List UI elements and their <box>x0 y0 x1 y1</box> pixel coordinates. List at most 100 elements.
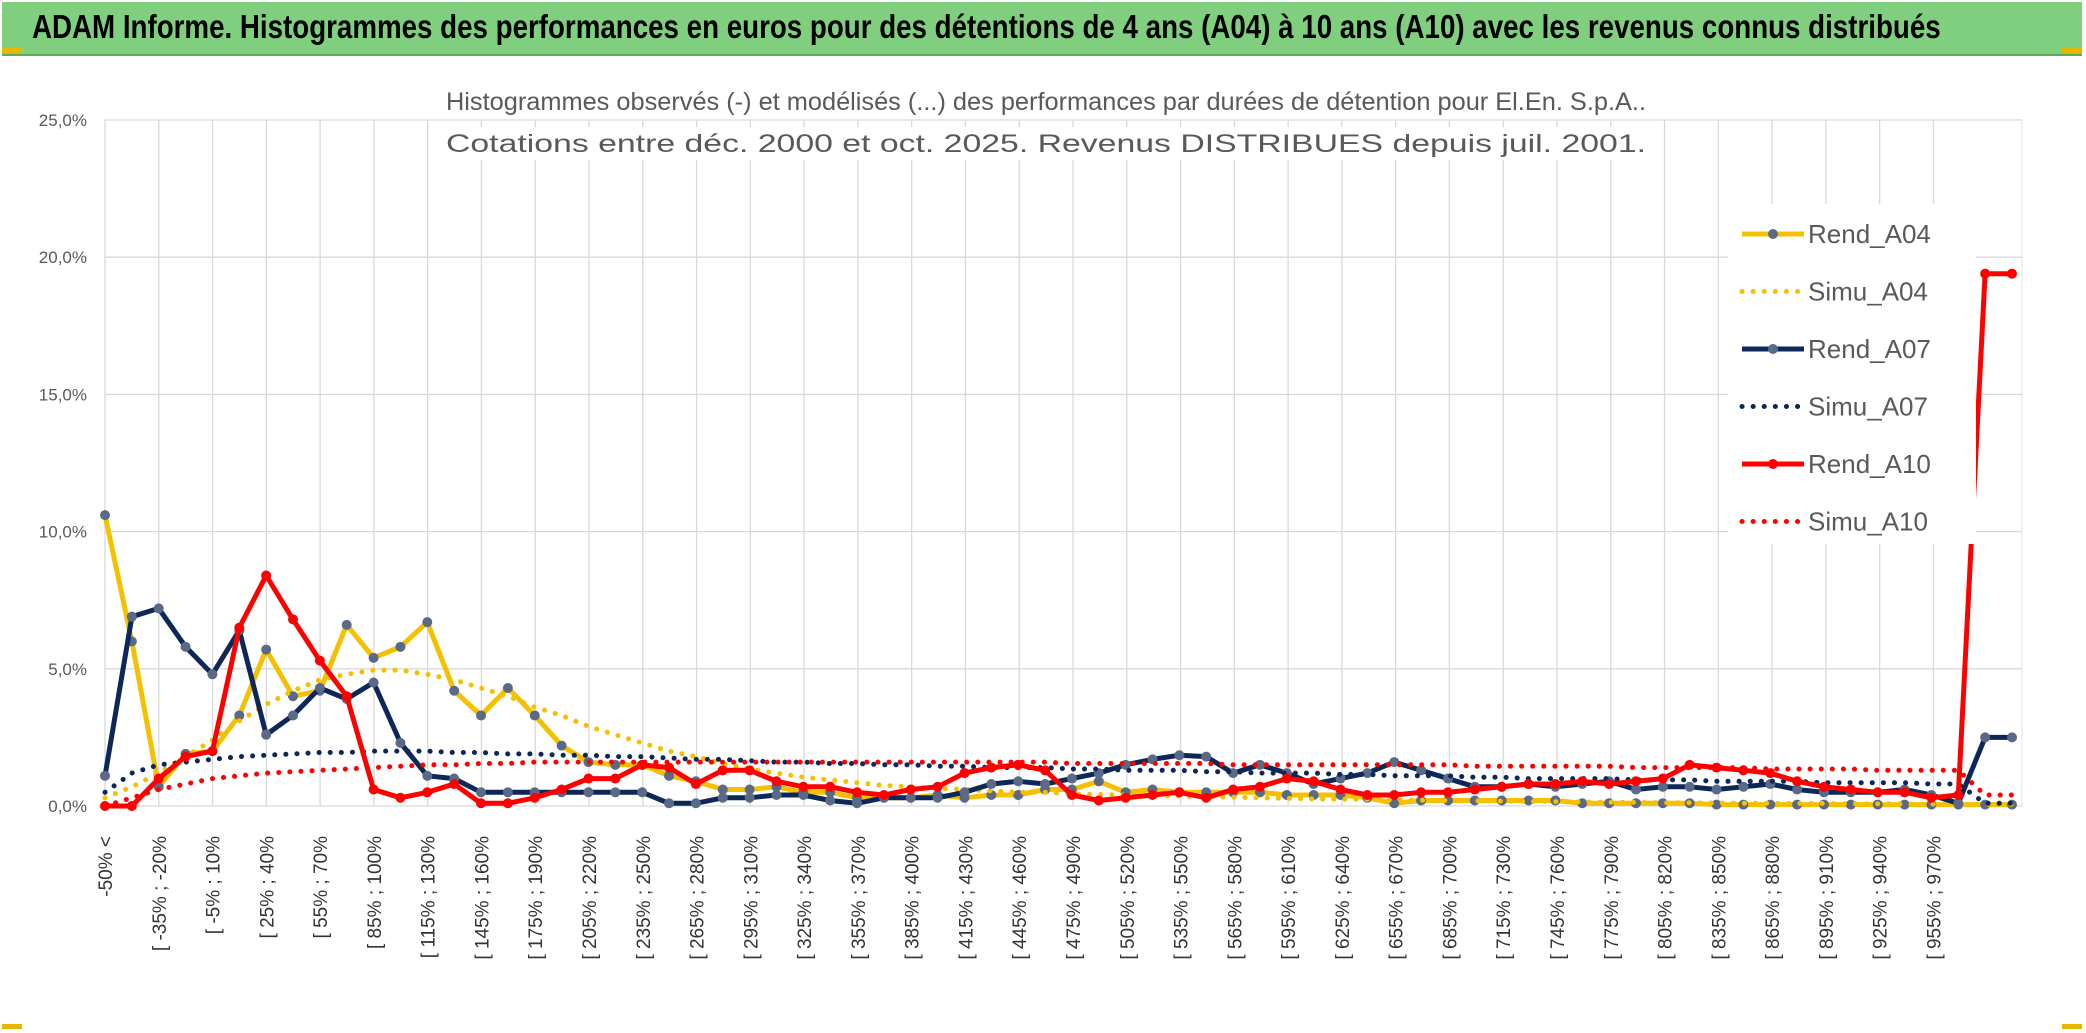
corner-marker <box>2 1024 22 1029</box>
rend-a10-point <box>1899 787 1910 798</box>
rend-a10-point <box>1953 790 1964 801</box>
legend-label-simu-a04: Simu_A04 <box>1808 277 1928 307</box>
rend-a10-point <box>153 773 164 784</box>
rend-a10-point <box>1845 784 1856 795</box>
simu-a04-line <box>102 667 2015 807</box>
x-tick-label: [ 325% ; 340% <box>795 836 816 960</box>
rend-a10-point <box>2007 268 2017 279</box>
y-tick-label: 15,0% <box>39 385 87 404</box>
rend-a07-point <box>502 787 513 798</box>
rend-a04-point <box>1845 799 1856 810</box>
rend-a10-point <box>1228 784 1239 795</box>
x-tick-label: [ 85% ; 100% <box>365 836 386 949</box>
x-tick-label: [ 295% ; 310% <box>741 836 762 960</box>
x-tick-label: [ 595% ; 610% <box>1279 836 1300 960</box>
x-tick-label: [ 55% ; 70% <box>311 836 332 939</box>
chart-title-bg <box>430 85 1660 118</box>
rend-a10-point <box>852 787 863 798</box>
rend-a07-point <box>1792 784 1803 795</box>
rend-a10-point <box>1550 779 1561 790</box>
rend-a10-point <box>878 790 889 801</box>
rend-a10-point <box>717 765 728 776</box>
rend-a07-point <box>422 770 433 781</box>
x-tick-label: [ 445% ; 460% <box>1010 836 1031 960</box>
legend-label-simu-a07: Simu_A07 <box>1808 392 1928 422</box>
rend-a10-point <box>1604 779 1615 790</box>
rend-a10-point <box>1201 792 1212 803</box>
simu-a10-line <box>102 759 2015 809</box>
rend-a07-point <box>2007 732 2017 743</box>
rend-a04-point <box>664 770 675 781</box>
chart-subtitle-bg <box>430 127 1660 160</box>
rend-a04-line <box>102 514 2012 808</box>
rend-a10-point <box>959 768 970 779</box>
rend-a07-point <box>986 779 997 790</box>
rend-a07-point <box>314 683 325 694</box>
rend-a07-point <box>825 795 836 806</box>
rend-a10-point <box>1469 784 1480 795</box>
rend-a07-point <box>1980 732 1991 743</box>
y-tick-label: 20,0% <box>39 248 87 267</box>
rend-a10-point <box>825 781 836 792</box>
rend-a07-point <box>1684 781 1695 792</box>
rend-a07-point <box>744 792 755 803</box>
legend-label-rend-a10: Rend_A10 <box>1808 449 1931 479</box>
rend-a10-point <box>1389 790 1400 801</box>
x-tick-label: [ 475% ; 490% <box>1064 836 1085 960</box>
legend-label-simu-a10: Simu_A10 <box>1808 507 1928 537</box>
report-title: ADAM Informe. Histogrammes des performan… <box>32 8 1941 45</box>
rend-a10-point <box>1093 795 1104 806</box>
y-tick-label: 25,0% <box>39 111 87 130</box>
rend-a04-point <box>288 691 299 702</box>
rend-a10-point <box>1120 792 1131 803</box>
rend-a10-point <box>207 746 218 757</box>
rend-a07-point <box>368 677 379 688</box>
rend-a04-point <box>1523 795 1534 806</box>
rend-a10-point <box>341 691 352 702</box>
legend-label-rend-a07: Rend_A07 <box>1808 334 1931 364</box>
x-tick-label: [ 805% ; 820% <box>1656 836 1677 960</box>
rend-a07-point <box>664 798 675 809</box>
rend-a07-point <box>288 710 299 721</box>
x-tick-label: [ 385% ; 400% <box>903 836 924 960</box>
x-tick-label: [ 265% ; 280% <box>688 836 709 960</box>
rend-a10-point <box>1281 773 1292 784</box>
rend-a04-point <box>100 510 110 521</box>
rend-a10-point <box>1496 781 1507 792</box>
rend-a10-point <box>1980 268 1991 279</box>
corner-marker <box>2062 48 2082 53</box>
x-tick-label: [ 715% ; 730% <box>1494 836 1515 960</box>
rend-a07-point <box>476 787 487 798</box>
rend-a10-point <box>1174 787 1185 798</box>
rend-a10-point <box>1254 781 1265 792</box>
corner-marker <box>2062 1024 2082 1029</box>
y-tick-label: 5,0% <box>48 660 87 679</box>
rend-a04-point <box>529 710 540 721</box>
rend-a04-point <box>1442 795 1453 806</box>
rend-a10-point <box>395 792 406 803</box>
x-tick-label: [ 145% ; 160% <box>472 836 493 960</box>
rend-a07-point <box>100 770 110 781</box>
legend-label-rend-a04: Rend_A04 <box>1808 219 1931 249</box>
rend-a07-point <box>717 792 728 803</box>
rend-a10-point <box>261 570 272 581</box>
rend-a10-point <box>180 751 191 762</box>
rend-a10-point <box>1657 773 1668 784</box>
rend-a07-point <box>1389 757 1400 768</box>
x-tick-label: [ 685% ; 700% <box>1440 836 1461 960</box>
chart-subtitle: Cotations entre déc. 2000 et oct. 2025. … <box>446 130 1646 158</box>
rend-a07-point <box>610 787 621 798</box>
x-tick-label: [ 625% ; 640% <box>1333 836 1354 960</box>
rend-a04-point <box>744 784 755 795</box>
rend-a10-point <box>583 773 594 784</box>
rend-a10-point <box>556 784 567 795</box>
y-tick-label: 0,0% <box>48 797 87 816</box>
rend-a10-point <box>1416 787 1427 798</box>
rend-a07-point <box>126 611 137 622</box>
rend-a04-point <box>1711 799 1722 810</box>
rend-a10-point <box>1926 792 1937 803</box>
rend-a07-point <box>1657 781 1668 792</box>
rend-a04-point <box>449 685 460 696</box>
rend-a10-point <box>234 622 245 633</box>
